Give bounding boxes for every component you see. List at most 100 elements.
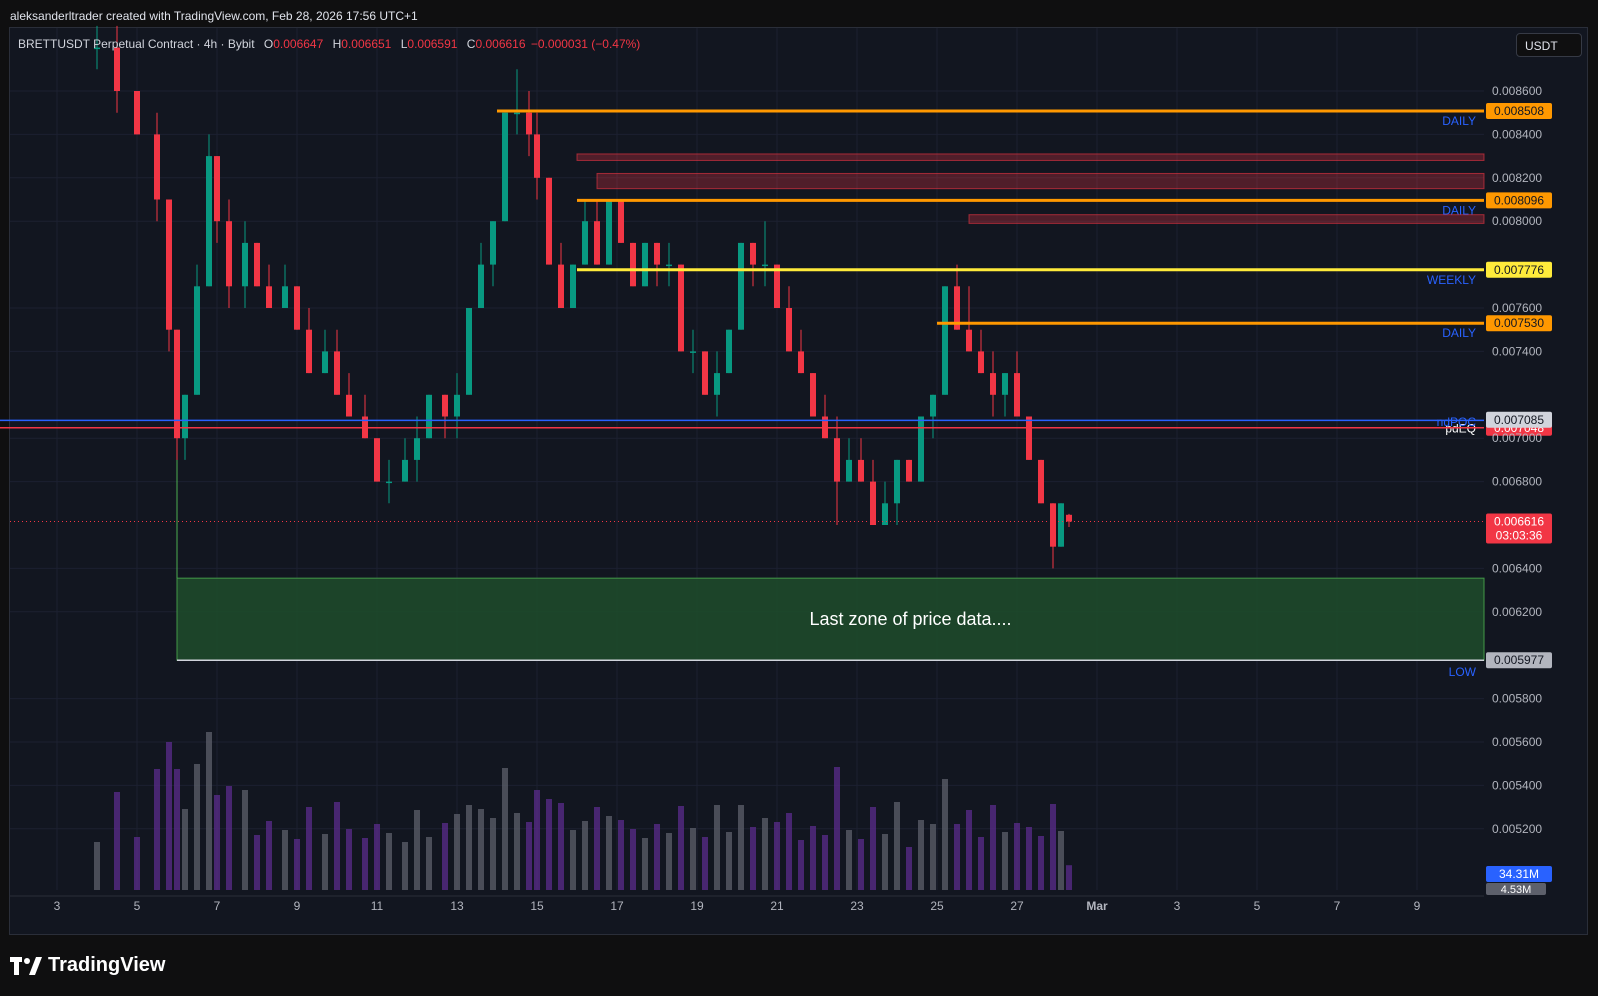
volume-bar <box>954 824 960 890</box>
volume-bar <box>490 818 496 890</box>
candle-body <box>514 112 520 115</box>
price-tag-text: 0.007085 <box>1494 413 1544 427</box>
volume-bar <box>174 769 180 890</box>
symbol-legend[interactable]: BRETTUSDT Perpetual Contract · 4h · Bybi… <box>18 37 642 51</box>
x-tick-label: 15 <box>530 899 544 913</box>
volume-bar <box>570 830 576 890</box>
volume-bar <box>1002 832 1008 890</box>
volume-bar <box>582 821 588 890</box>
candle-body <box>194 286 200 395</box>
supply-zone <box>596 172 1485 190</box>
candle-body <box>454 394 460 417</box>
candle-body <box>906 459 912 482</box>
candle-body <box>254 242 260 287</box>
volume-bar <box>930 824 936 890</box>
level-price-tag-text: 0.008508 <box>1494 104 1544 118</box>
candle-body <box>346 394 352 417</box>
candle-body <box>558 264 564 308</box>
volume-bar <box>546 799 552 890</box>
volume-bar <box>254 835 260 890</box>
candle-body <box>242 242 248 287</box>
candle-body <box>594 221 600 265</box>
volume-bar <box>1066 865 1072 890</box>
volume-bar <box>502 768 508 890</box>
level-price-tag-text: 0.007530 <box>1494 316 1544 330</box>
x-tick-label: 3 <box>54 899 61 913</box>
supply-zone <box>968 214 1485 224</box>
chart-frame[interactable] <box>9 27 1588 935</box>
candle-body <box>1066 514 1072 522</box>
ohlc-high: 0.006651 <box>341 37 392 51</box>
volume-bar <box>606 816 612 890</box>
candle-body <box>714 373 720 395</box>
volume-bars <box>94 732 1072 890</box>
volume-bar <box>386 833 392 890</box>
volume-bar <box>426 837 432 890</box>
volume-bar <box>226 786 232 890</box>
volume-bar <box>810 826 816 890</box>
volume-bar <box>1026 827 1032 890</box>
price-tag <box>1486 513 1552 544</box>
ohlc-low-label: L <box>400 37 408 51</box>
tradingview-logo-text: TradingView <box>48 954 166 976</box>
x-tick-label: 7 <box>1334 899 1341 913</box>
volume-bar <box>154 769 160 890</box>
demand-zone <box>176 577 1485 661</box>
currency-selector[interactable]: USDT <box>1516 33 1582 57</box>
candle-body <box>630 242 636 287</box>
x-tick-label: 27 <box>1010 899 1024 913</box>
volume-bar <box>654 824 660 890</box>
tradingview-logo[interactable]: TradingView <box>10 954 165 977</box>
candle-body <box>882 503 888 525</box>
low-label: LOW <box>1449 665 1477 679</box>
level-price-tag <box>1486 261 1552 278</box>
candle-body <box>918 416 924 482</box>
volume-bar <box>726 832 732 890</box>
volume-bar <box>94 842 100 890</box>
price-tag <box>1486 411 1552 428</box>
zones: Last zone of price data.... LOW <box>176 153 1485 679</box>
y-tick-label: 0.008200 <box>1492 171 1542 185</box>
volume-bar <box>214 795 220 890</box>
y-tick-label: 0.008400 <box>1492 127 1542 141</box>
y-tick-label: 0.005200 <box>1492 822 1542 836</box>
candle-body <box>94 47 100 50</box>
volume-bar <box>166 742 172 890</box>
volume-bar <box>514 813 520 890</box>
candle-body <box>206 156 212 287</box>
candle-body <box>374 438 380 482</box>
candle-body <box>738 242 744 330</box>
candle-body <box>894 459 900 504</box>
volume-bar <box>374 824 380 890</box>
candle-body <box>166 199 172 330</box>
volume-bar <box>714 805 720 890</box>
candle-body <box>182 394 188 439</box>
candle-body <box>618 199 624 243</box>
x-tick-label: 19 <box>690 899 704 913</box>
volume-bar <box>594 807 600 890</box>
volume-bar <box>630 829 636 890</box>
candle-body <box>726 329 732 374</box>
volume-bar <box>618 820 624 890</box>
candle-body <box>442 394 448 417</box>
volume-bar <box>134 837 140 890</box>
ohlc-high-label: H <box>332 37 342 51</box>
volume-bar <box>534 790 540 890</box>
candles <box>94 25 1072 569</box>
level-label: ndPOC <box>1437 415 1477 429</box>
volume-bar <box>642 838 648 890</box>
volume-tag-text: 34.31M <box>1499 867 1539 881</box>
x-tick-label: 5 <box>1254 899 1261 913</box>
volume-bar <box>690 828 696 890</box>
candle-body <box>214 156 220 222</box>
volume-bar <box>478 809 484 890</box>
volume-bar <box>402 842 408 890</box>
x-tick-label: 9 <box>1414 899 1421 913</box>
x-tick-label: 25 <box>930 899 944 913</box>
chart-credit: aleksanderltrader created with TradingVi… <box>10 9 418 23</box>
candle-body <box>114 47 120 91</box>
x-tick-label: 3 <box>1174 899 1181 913</box>
x-tick-label: 11 <box>371 899 384 913</box>
symbol-name: BRETTUSDT Perpetual Contract · 4h · Bybi… <box>18 37 255 51</box>
